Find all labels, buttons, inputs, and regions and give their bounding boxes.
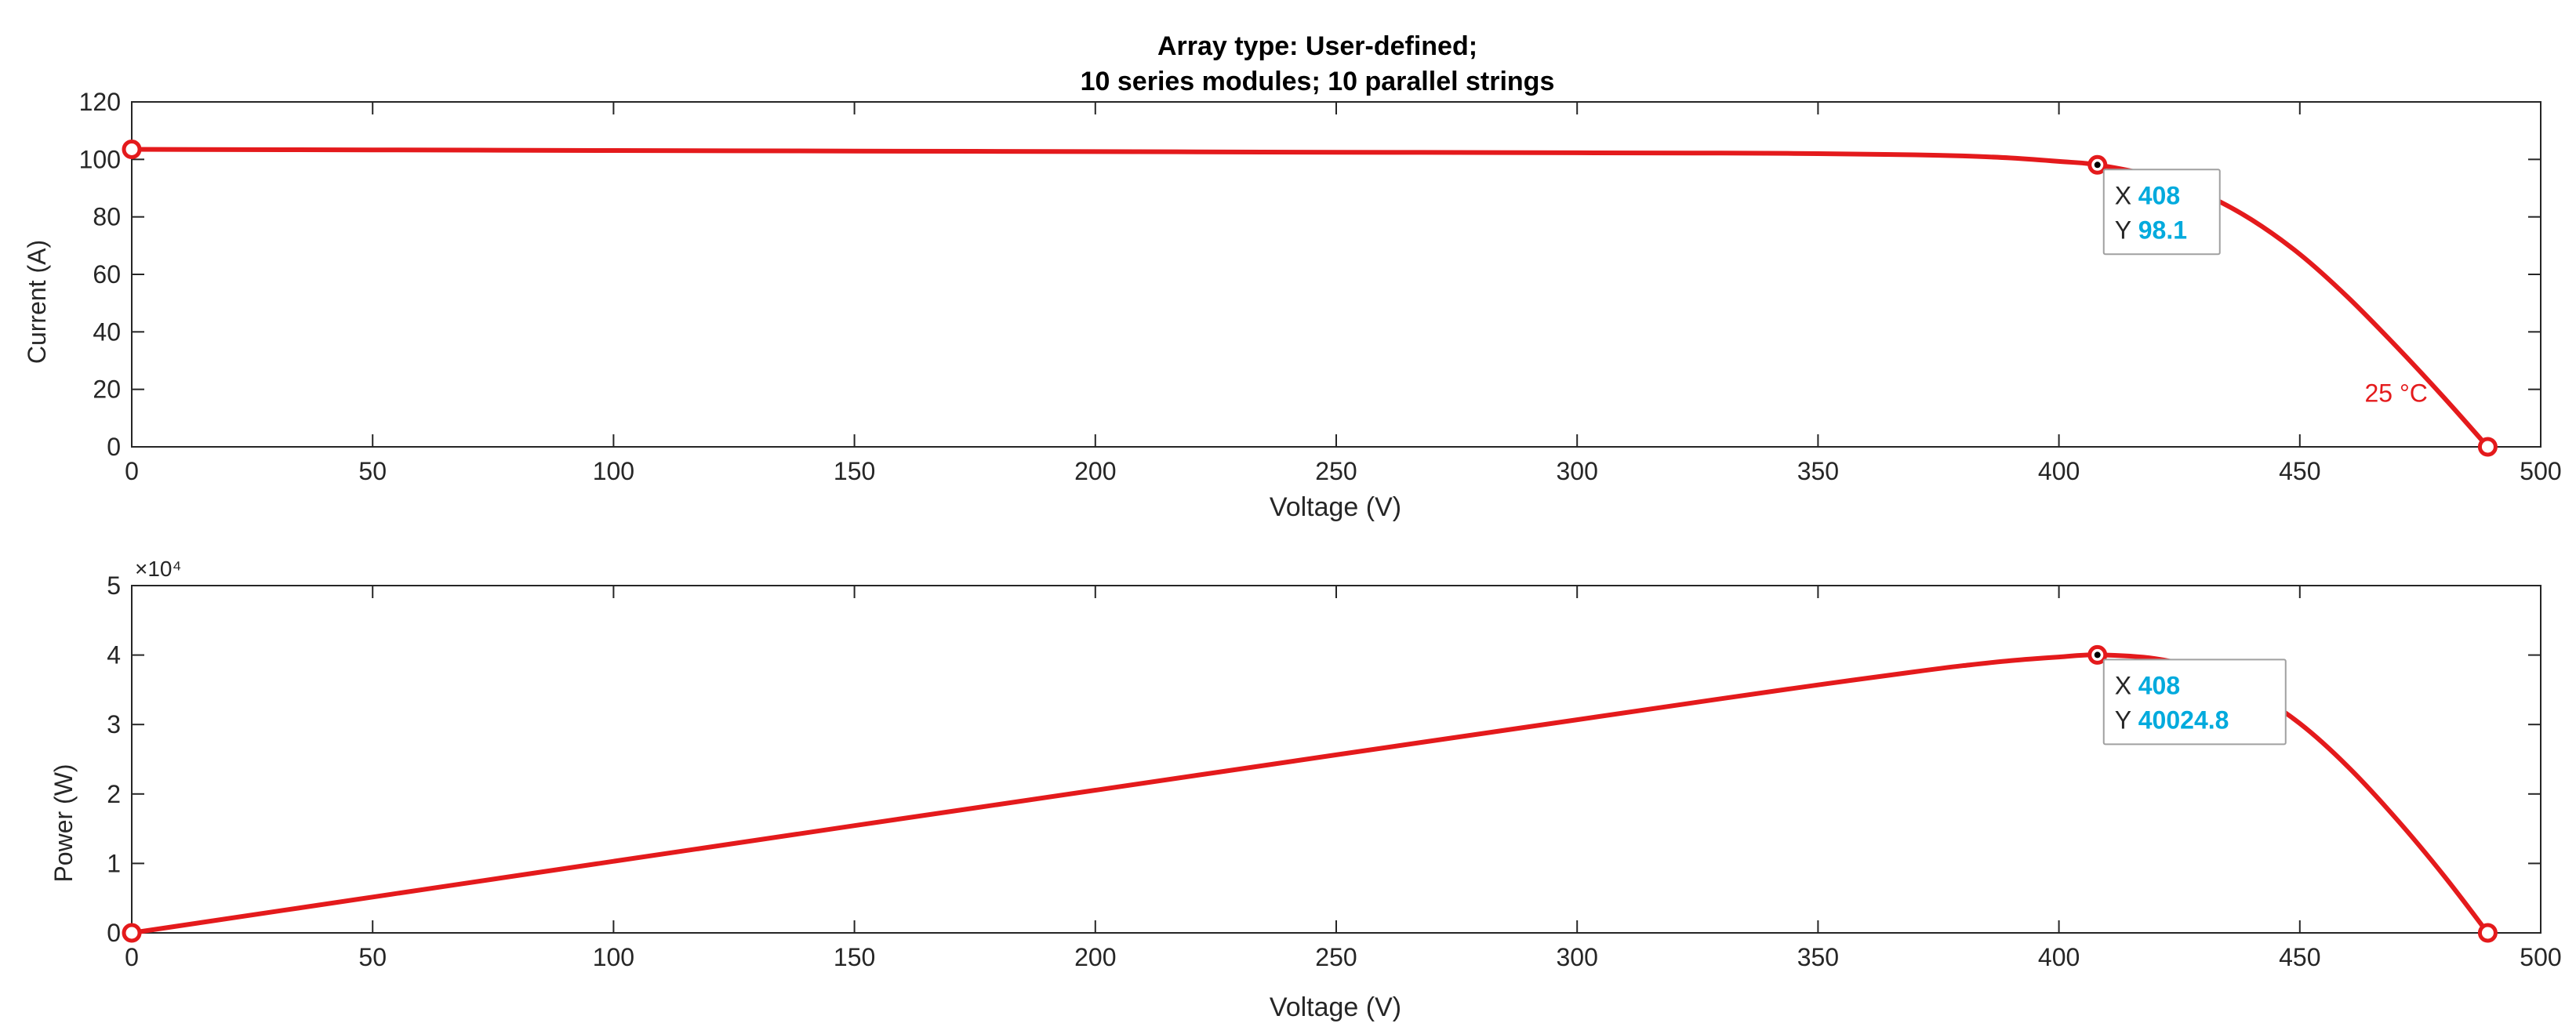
iv-xtick-label: 50	[358, 457, 387, 485]
chart-title-line-1: Array type: User-defined;	[1157, 31, 1477, 61]
iv-xtick-label: 300	[1557, 457, 1598, 485]
iv-datatip-x-value: 408	[2138, 181, 2180, 209]
temperature-annotation: 25 °C	[2364, 379, 2427, 407]
pv-datatip-y-value: 40024.8	[2138, 706, 2229, 734]
pv-curve-plot: Power (W) Voltage (V) ×10⁴ 0 50 100 150 200 2…	[49, 557, 2562, 1022]
pv-datatip-box	[2102, 658, 2287, 746]
pv-datatip-x-value: 408	[2138, 671, 2180, 699]
iv-ytick-label: 40	[93, 317, 121, 346]
iv-datatip-x-label: X	[2115, 181, 2131, 209]
pv-xtick-label: 400	[2038, 943, 2080, 971]
iv-xtick-label: 400	[2038, 457, 2080, 485]
pv-ytick-label: 1	[107, 849, 121, 877]
iv-datatip-anchor-dot	[2094, 161, 2101, 169]
pv-xtick-label: 200	[1074, 943, 1116, 971]
pv-xlabel: Voltage (V)	[1270, 992, 1401, 1022]
iv-xtick-label: 150	[834, 457, 875, 485]
iv-xtick-label: 200	[1074, 457, 1116, 485]
pv-xtick-label: 150	[834, 943, 875, 971]
pv-xtick-label: 0	[125, 943, 139, 971]
pv-ylabel: Power (W)	[49, 764, 78, 882]
pv-marker-point	[122, 923, 142, 943]
iv-xtick-label: 500	[2520, 457, 2561, 485]
iv-xtick-label: 100	[593, 457, 634, 485]
iv-marker-point	[2477, 437, 2498, 457]
pv-ytick-label: 5	[107, 571, 121, 600]
iv-ytick-label: 0	[107, 433, 121, 461]
iv-xtick-label: 350	[1797, 457, 1839, 485]
iv-xtick-label: 0	[125, 457, 139, 485]
iv-curve-plot: Current (A) Voltage (V) 0 50 100 150 200 250 3…	[23, 88, 2562, 522]
iv-xtick-label: 250	[1315, 457, 1357, 485]
pv-datatip-y-label: Y	[2115, 706, 2131, 734]
iv-marker-point	[122, 140, 142, 159]
iv-datatip-y-label: Y	[2115, 216, 2131, 244]
pv-ytick-label: 3	[107, 710, 121, 738]
iv-datatip-y-value: 98.1	[2138, 216, 2187, 244]
iv-ytick-label: 80	[93, 203, 121, 231]
iv-ytick-label: 20	[93, 376, 121, 404]
pv-xtick-label: 250	[1315, 943, 1357, 971]
iv-xtick-label: 450	[2279, 457, 2320, 485]
iv-ytick-label: 60	[93, 260, 121, 288]
pv-ytick-label: 2	[107, 780, 121, 808]
iv-series-line-0	[131, 147, 2490, 448]
chart-title-line-2: 10 series modules; 10 parallel strings	[1081, 67, 1555, 96]
pv-ytick-label: 4	[107, 641, 121, 669]
pv-datatip-x-label: X	[2115, 671, 2131, 699]
iv-ytick-label: 120	[79, 88, 121, 116]
pv-xtick-label: 450	[2279, 943, 2320, 971]
iv-ytick-label: 100	[79, 145, 121, 173]
iv-ylabel: Current (A)	[23, 240, 51, 364]
iv-xlabel: Voltage (V)	[1270, 492, 1401, 522]
pv-marker-point	[2477, 923, 2498, 943]
pv-xtick-label: 100	[593, 943, 634, 971]
pv-datatip-anchor-dot	[2094, 651, 2101, 658]
pv-xtick-label: 300	[1557, 943, 1598, 971]
pv-xtick-label: 350	[1797, 943, 1839, 971]
pv-xtick-label: 500	[2520, 943, 2561, 971]
pv-xtick-label: 50	[358, 943, 387, 971]
iv-datatip-box	[2102, 169, 2221, 256]
pv-ytick-label: 0	[107, 919, 121, 947]
pv-y-exponent: ×10⁴	[135, 557, 182, 581]
pv-series-line-0	[131, 652, 2490, 935]
